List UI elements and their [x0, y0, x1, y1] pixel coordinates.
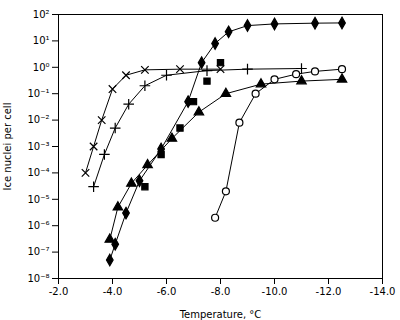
svg-text:Ice nuclei per cell: Ice nuclei per cell	[2, 103, 13, 191]
svg-text:10⁻²: 10⁻²	[27, 114, 49, 125]
svg-text:10¹: 10¹	[33, 35, 50, 46]
svg-text:-6.0: -6.0	[157, 286, 177, 297]
svg-text:-10.0: -10.0	[262, 286, 288, 297]
svg-text:10⁰: 10⁰	[33, 62, 50, 73]
svg-text:-2.0: -2.0	[49, 286, 69, 297]
svg-text:-8.0: -8.0	[211, 286, 231, 297]
svg-text:10⁻¹: 10⁻¹	[27, 88, 49, 99]
svg-text:10⁻⁶: 10⁻⁶	[27, 220, 49, 231]
svg-text:10⁻⁷: 10⁻⁷	[27, 246, 49, 257]
svg-text:-4.0: -4.0	[103, 286, 123, 297]
svg-text:-14.0: -14.0	[370, 286, 396, 297]
svg-text:10⁻⁴: 10⁻⁴	[27, 167, 49, 178]
svg-text:10⁻³: 10⁻³	[27, 141, 49, 152]
svg-text:-12.0: -12.0	[316, 286, 342, 297]
svg-text:10⁻⁸: 10⁻⁸	[27, 273, 49, 284]
svg-text:Temperature, °C: Temperature, °C	[179, 309, 262, 320]
svg-text:10⁻⁵: 10⁻⁵	[27, 194, 49, 205]
svg-text:10²: 10²	[33, 9, 50, 20]
